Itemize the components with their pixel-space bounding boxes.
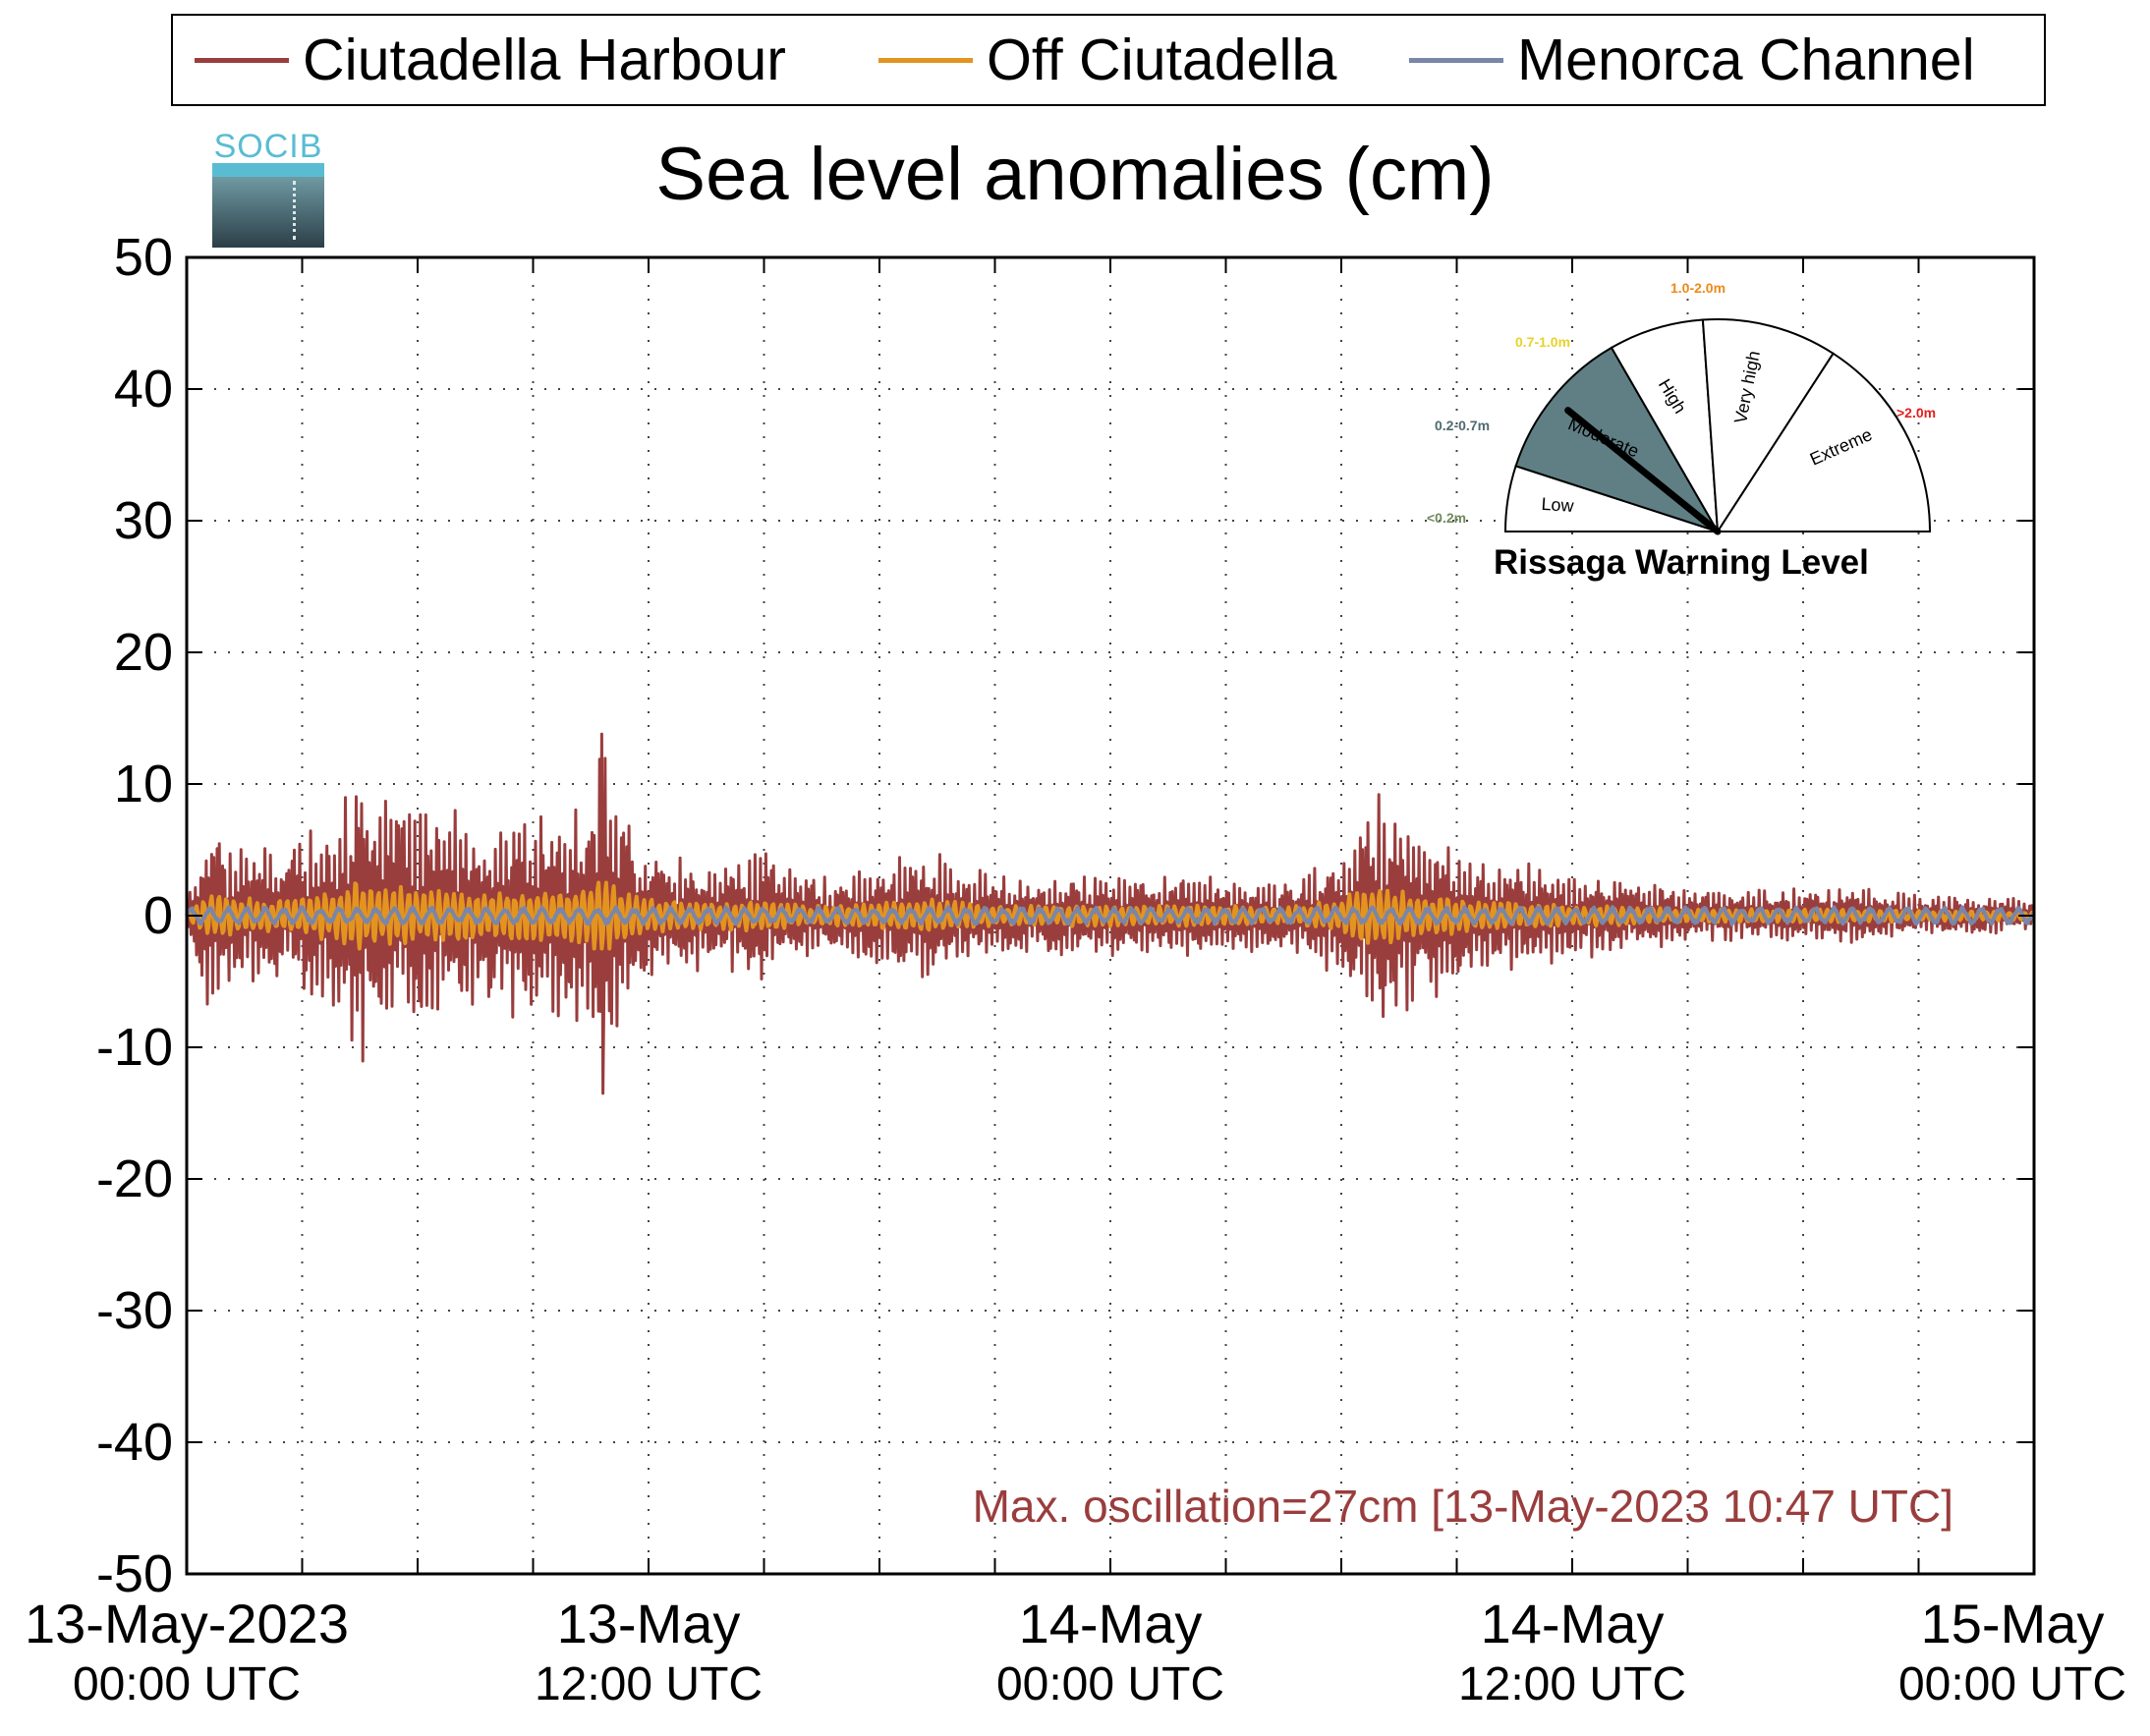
y-tick-label: -30 xyxy=(95,1281,173,1340)
socib-logo: SOCIB xyxy=(208,130,328,250)
gauge-range-label: 0.2-0.7m xyxy=(1435,418,1491,433)
legend-label: Off Ciutadella xyxy=(987,27,1337,92)
legend-swatch-ciutadella-harbour xyxy=(195,57,289,63)
legend-swatch-menorca-channel xyxy=(1409,57,1503,63)
legend-item-menorca-channel: Menorca Channel xyxy=(1409,16,1975,104)
legend-label: Menorca Channel xyxy=(1517,27,1975,92)
y-tick-label: -40 xyxy=(95,1413,173,1472)
x-tick-label: 14-May 12:00 UTC xyxy=(1458,1596,1686,1708)
gauge-range-label: <0.2m xyxy=(1427,510,1467,526)
x-tick-time: 00:00 UTC xyxy=(995,1658,1225,1710)
x-tick-date: 14-May xyxy=(1018,1593,1203,1654)
logo-dots xyxy=(293,181,296,240)
logo-band xyxy=(212,163,324,177)
max-oscillation-annotation: Max. oscillation=27cm [13-May-2023 10:47… xyxy=(972,1481,1953,1532)
x-tick-label: 13-May-2023 00:00 UTC xyxy=(25,1596,349,1708)
y-tick-label: 0 xyxy=(142,886,173,945)
y-tick-label: 50 xyxy=(113,228,173,287)
legend-swatch-off-ciutadella xyxy=(878,57,973,63)
x-tick-time: 12:00 UTC xyxy=(534,1658,764,1710)
x-tick-time: 00:00 UTC xyxy=(1897,1658,2127,1710)
gauge-sector-very-high xyxy=(1701,318,1835,535)
logo-block xyxy=(212,177,324,248)
y-tick-label: 40 xyxy=(113,360,173,419)
logo-text: SOCIB xyxy=(213,128,323,165)
x-tick-label: 14-May 00:00 UTC xyxy=(996,1596,1224,1708)
series-line-menorca-channel xyxy=(185,905,2036,926)
x-tick-time: 00:00 UTC xyxy=(72,1658,302,1710)
gauge-sector-label: Low xyxy=(1541,494,1575,516)
legend-item-ciutadella-harbour: Ciutadella Harbour xyxy=(195,16,786,104)
legend: Ciutadella Harbour Off Ciutadella Menorc… xyxy=(171,14,2046,106)
y-tick-label: 10 xyxy=(113,755,173,813)
gauge-needle xyxy=(1564,407,1722,535)
x-tick-label: 13-May 12:00 UTC xyxy=(535,1596,763,1708)
y-tick-label: 20 xyxy=(113,623,173,682)
x-tick-date: 13-May xyxy=(556,1593,741,1654)
gauge-sector-high xyxy=(1610,318,1719,532)
y-tick-label: 30 xyxy=(113,491,173,550)
x-tick-date: 14-May xyxy=(1480,1593,1665,1654)
gauge-range-label: 1.0-2.0m xyxy=(1670,280,1726,296)
series-layer xyxy=(185,732,2036,1095)
x-tick-label: 15-May 00:00 UTC xyxy=(1898,1596,2126,1708)
y-tick-label: -50 xyxy=(95,1544,173,1603)
chart-title: Sea level anomalies (cm) xyxy=(655,133,1495,216)
y-tick-label: -20 xyxy=(95,1149,173,1208)
x-tick-date: 15-May xyxy=(1920,1593,2105,1654)
gauge-sector-extreme xyxy=(1716,352,1932,532)
gauge-range-label: >2.0m xyxy=(1896,405,1937,420)
series-line-off-ciutadella xyxy=(185,880,2036,951)
legend-label: Ciutadella Harbour xyxy=(303,27,786,92)
legend-item-off-ciutadella: Off Ciutadella xyxy=(878,16,1336,104)
gauge-range-label: 0.7-1.0m xyxy=(1515,334,1571,350)
gauge-title: Rissaga Warning Level xyxy=(1494,543,1869,582)
tick-layer xyxy=(187,256,2034,1575)
gauge-sector-moderate xyxy=(1514,346,1721,533)
x-tick-time: 12:00 UTC xyxy=(1457,1658,1687,1710)
x-tick-date: 13-May-2023 xyxy=(25,1593,349,1654)
y-tick-label: -10 xyxy=(95,1018,173,1077)
